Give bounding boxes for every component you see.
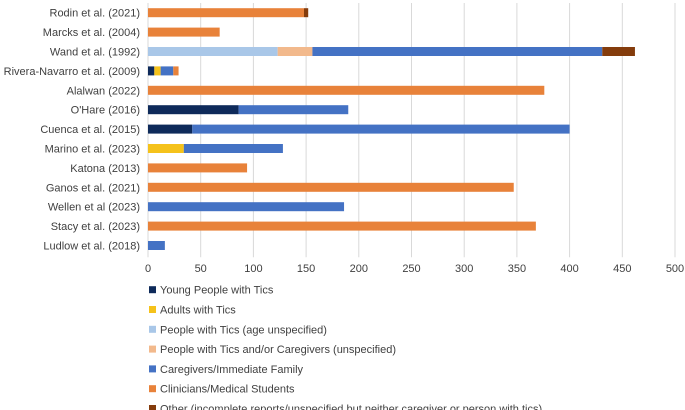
x-tick-label: 350 bbox=[508, 263, 526, 275]
bar-segment bbox=[238, 105, 349, 115]
bar-segment bbox=[148, 221, 536, 231]
legend-swatch bbox=[149, 365, 156, 373]
bar-segment bbox=[148, 241, 165, 250]
category-label: O'Hare (2016) bbox=[71, 105, 140, 117]
bars bbox=[148, 8, 635, 250]
category-label: Wellen et al (2023) bbox=[48, 202, 140, 214]
bar-segment bbox=[148, 202, 345, 212]
legend-label: Clinicians/Medical Students bbox=[160, 384, 295, 396]
legend-swatch bbox=[149, 306, 156, 313]
bar-segment bbox=[148, 163, 248, 173]
legend: Young People with Tics Adults with Tics Pe… bbox=[149, 285, 542, 410]
category-label: Wand et al. (1992) bbox=[50, 47, 140, 59]
category-label: Rivera-Navarro et al. (2009) bbox=[4, 66, 140, 78]
bar-segment bbox=[160, 66, 174, 76]
category-label: Marcks et al. (2004) bbox=[43, 27, 140, 39]
category-label: Ludlow et al. (2018) bbox=[43, 241, 140, 253]
bar-segment bbox=[173, 66, 179, 76]
bar-segment bbox=[192, 124, 570, 134]
legend-label: Caregivers/Immediate Family bbox=[160, 364, 304, 376]
category-label: Rodin et al. (2021) bbox=[50, 8, 141, 20]
bar-segment bbox=[277, 47, 313, 56]
legend-swatch bbox=[149, 345, 156, 353]
bar-segment bbox=[154, 66, 161, 76]
category-label: Stacy et al. (2023) bbox=[51, 221, 140, 233]
x-tick-label: 100 bbox=[244, 263, 262, 275]
x-tick-label: 50 bbox=[195, 263, 207, 275]
bar-segment bbox=[148, 8, 304, 18]
legend-label: Young People with Tics bbox=[160, 285, 274, 297]
bar-segment bbox=[148, 85, 545, 95]
bar-segment bbox=[148, 144, 184, 153]
x-tick-label: 450 bbox=[613, 263, 631, 275]
bar-segment bbox=[148, 66, 155, 76]
bar-segment bbox=[312, 47, 603, 56]
bar-segment bbox=[148, 182, 514, 192]
bar-segment bbox=[303, 8, 309, 18]
legend-label: People with Tics and/or Caregivers (unsp… bbox=[160, 344, 396, 356]
category-label: Marino et al. (2023) bbox=[45, 144, 140, 156]
bar-segment bbox=[148, 47, 278, 56]
x-tick-label: 200 bbox=[350, 263, 368, 275]
bar-segment bbox=[148, 27, 220, 37]
legend-swatch bbox=[149, 325, 156, 333]
x-tick-label: 500 bbox=[666, 263, 684, 275]
x-tick-label: 400 bbox=[560, 263, 578, 275]
x-tick-label: 250 bbox=[402, 263, 420, 275]
legend-label: Adults with Tics bbox=[160, 305, 236, 317]
bar-segment bbox=[183, 144, 283, 153]
legend-swatch bbox=[149, 385, 156, 393]
category-label: Ganos et al. (2021) bbox=[46, 182, 140, 194]
x-tick-labels: 0 50 100 150 200 250 300 350 400 450 500 bbox=[145, 263, 684, 275]
bar-segment bbox=[148, 105, 239, 115]
bar-segment bbox=[148, 124, 193, 134]
legend-label: People with Tics (age unspecified) bbox=[160, 324, 327, 336]
x-tick-label: 0 bbox=[145, 263, 151, 275]
category-label: Katona (2013) bbox=[70, 163, 140, 175]
category-label: Alalwan (2022) bbox=[67, 85, 140, 97]
category-label: Cuenca et al. (2015) bbox=[40, 124, 140, 136]
x-tick-label: 300 bbox=[455, 263, 473, 275]
x-tick-label: 150 bbox=[297, 263, 315, 275]
bar-segment bbox=[602, 47, 635, 56]
category-labels: Rodin et al. (2021) Marcks et al. (2004) W… bbox=[4, 8, 140, 253]
legend-swatch bbox=[149, 286, 156, 294]
legend-swatch bbox=[149, 405, 156, 410]
legend-label: Other (incomplete reports/unspecified bu… bbox=[160, 404, 542, 410]
